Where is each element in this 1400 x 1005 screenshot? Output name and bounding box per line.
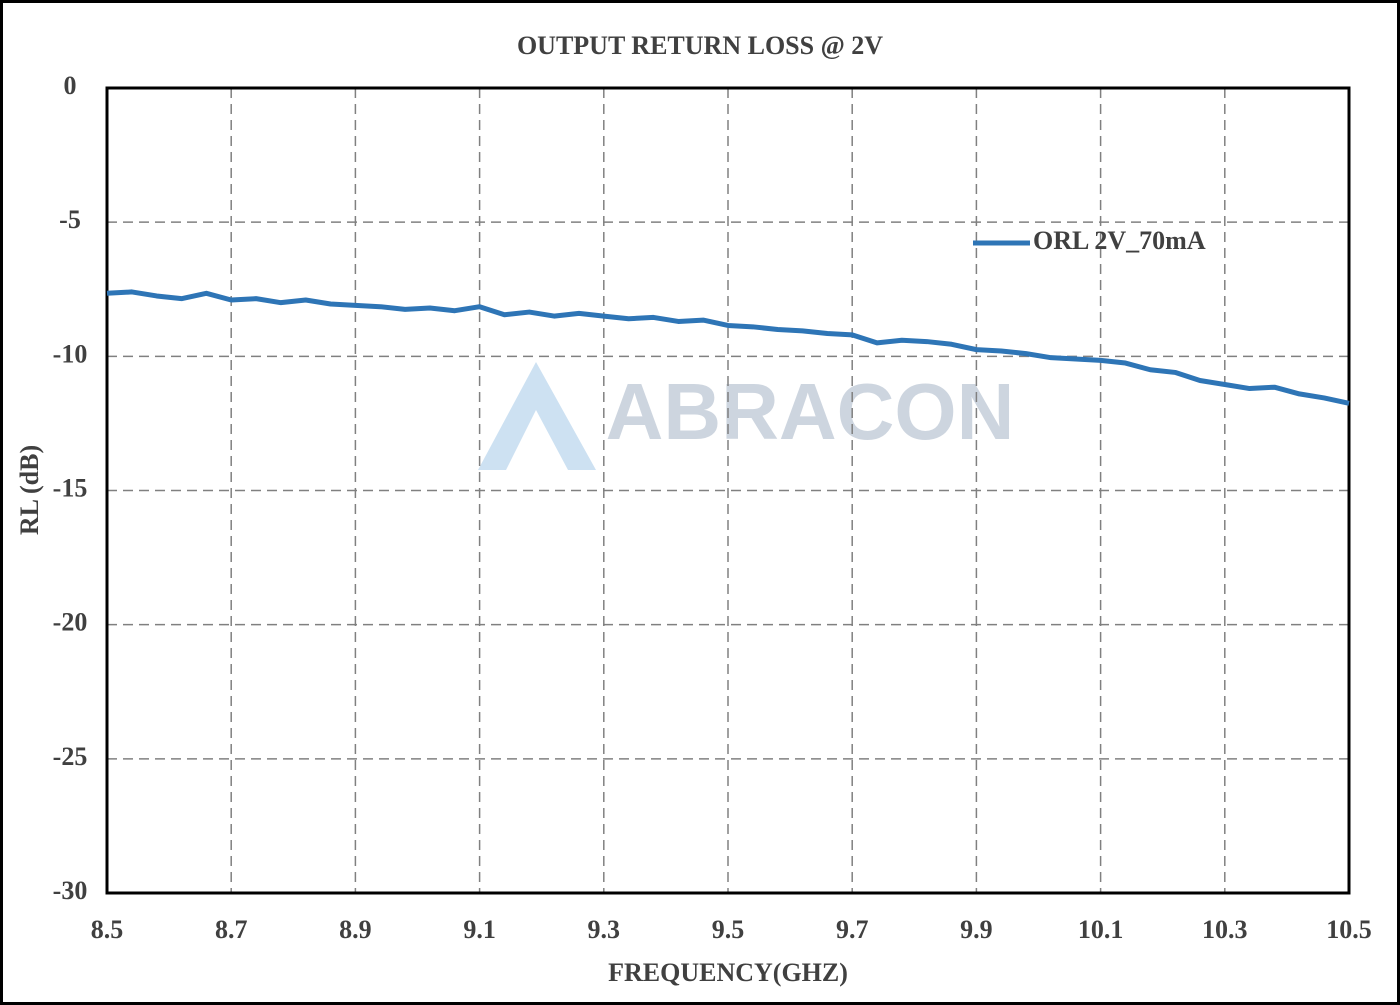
watermark: ABRACON bbox=[606, 367, 1015, 456]
y-tick-label: 0 bbox=[64, 71, 77, 100]
x-tick-label: 9.9 bbox=[960, 915, 993, 944]
y-tick-label: -25 bbox=[53, 742, 88, 771]
x-tick-label: 9.3 bbox=[588, 915, 621, 944]
y-tick-label: -30 bbox=[53, 876, 88, 905]
chart-title: OUTPUT RETURN LOSS @ 2V bbox=[517, 31, 883, 60]
x-tick-label: 8.9 bbox=[339, 915, 372, 944]
plot-border bbox=[105, 86, 1351, 895]
y-tick-label: -5 bbox=[59, 205, 81, 234]
watermark-logo bbox=[478, 362, 596, 470]
x-tick-label: 9.1 bbox=[463, 915, 496, 944]
x-tick-label: 8.7 bbox=[215, 915, 248, 944]
legend-label: ORL 2V_70mA bbox=[1033, 226, 1206, 255]
x-tick-label: 10.5 bbox=[1326, 915, 1372, 944]
y-tick-label: -20 bbox=[53, 608, 88, 637]
y-tick-label: -10 bbox=[53, 339, 88, 368]
x-tick-label: 9.5 bbox=[712, 915, 745, 944]
y-axis-label: RL (dB) bbox=[15, 445, 44, 535]
x-tick-label: 9.7 bbox=[836, 915, 869, 944]
y-tick-label: -15 bbox=[53, 473, 88, 502]
x-tick-label: 10.3 bbox=[1202, 915, 1248, 944]
series-line bbox=[106, 289, 1350, 406]
x-tick-label: 8.5 bbox=[91, 915, 124, 944]
x-axis-label: FREQUENCY(GHZ) bbox=[608, 958, 848, 987]
x-tick-label: 10.1 bbox=[1078, 915, 1124, 944]
